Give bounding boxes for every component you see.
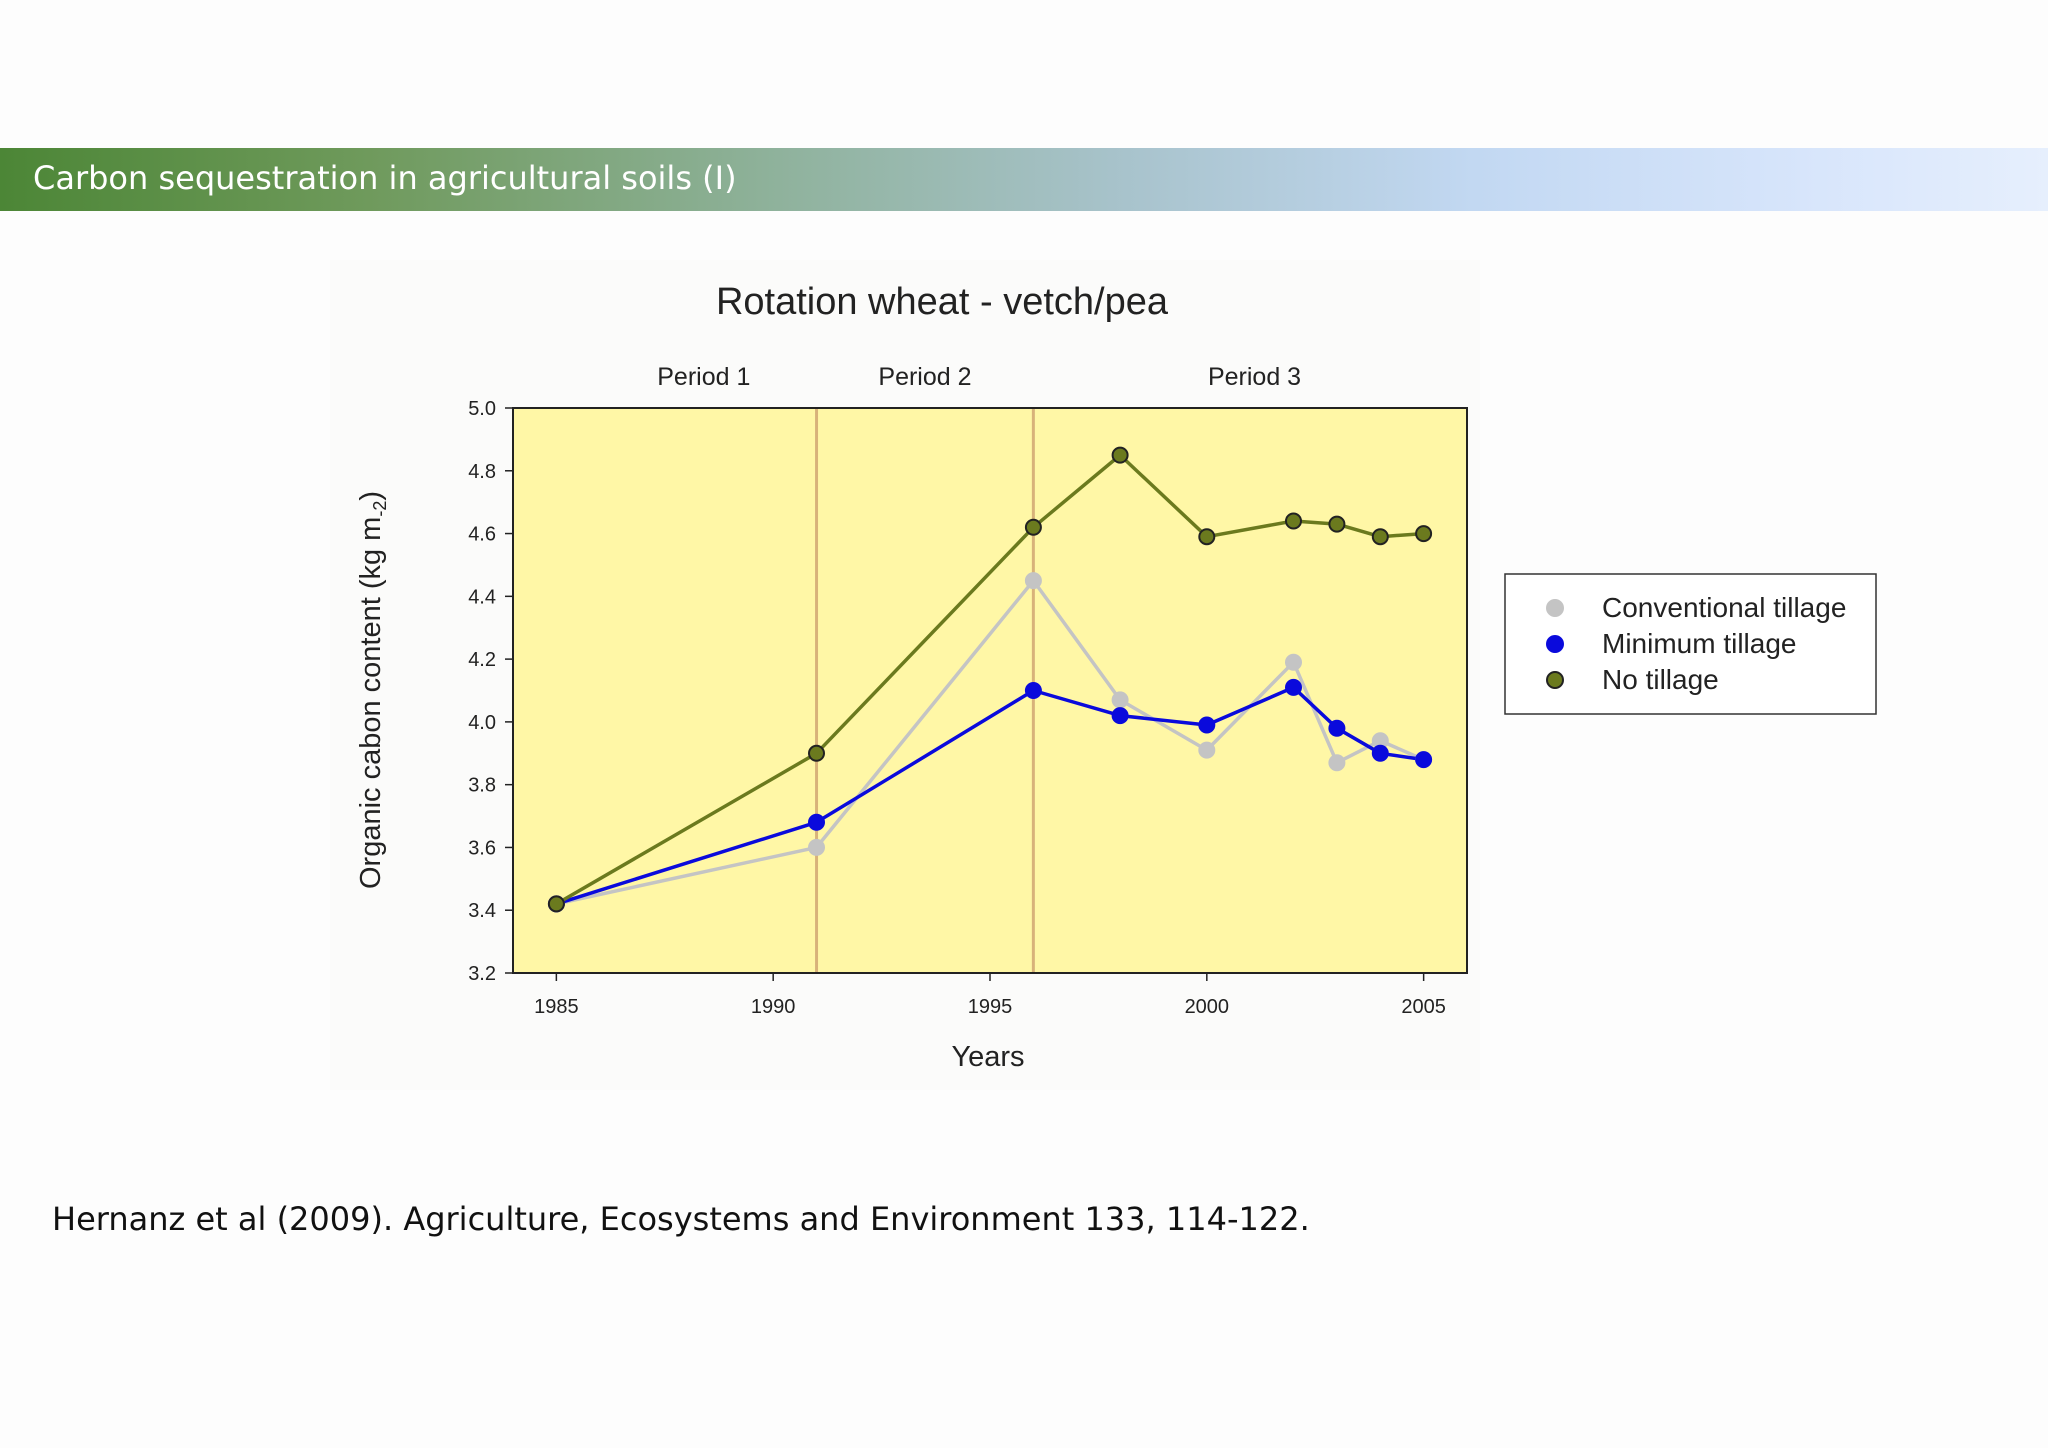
y-tick-label: 4.8 bbox=[468, 461, 496, 483]
y-axis-label-subscript: -2 bbox=[370, 501, 390, 517]
y-axis-label-close: ) bbox=[355, 491, 387, 501]
data-point bbox=[1371, 528, 1389, 546]
y-axis: 3.2 3.4 3.6 3.8 4.0 4.2 4.4 4.6 4.8 5.0 bbox=[468, 398, 513, 985]
x-tick-label: 1990 bbox=[751, 996, 796, 1018]
y-tick-label: 3.8 bbox=[468, 775, 496, 797]
data-point bbox=[1024, 682, 1042, 699]
x-tick-label: 2000 bbox=[1185, 996, 1230, 1018]
x-tick-label: 1995 bbox=[968, 996, 1013, 1018]
period-label: Period 2 bbox=[878, 363, 971, 391]
x-axis-label: Years bbox=[951, 1041, 1024, 1073]
data-point bbox=[1328, 515, 1346, 533]
data-point bbox=[547, 895, 565, 913]
data-point bbox=[1198, 741, 1216, 759]
x-tick-label: 2005 bbox=[1401, 996, 1446, 1018]
data-point bbox=[1198, 716, 1216, 734]
data-point bbox=[1328, 719, 1346, 737]
data-point bbox=[1328, 754, 1346, 772]
y-tick-label: 4.2 bbox=[468, 649, 496, 671]
data-point bbox=[1111, 691, 1129, 709]
data-point bbox=[1285, 678, 1302, 696]
period-labels: Period 1 Period 2 Period 3 bbox=[657, 363, 1301, 391]
legend-marker bbox=[1546, 671, 1564, 689]
data-point bbox=[1285, 512, 1302, 530]
data-point bbox=[1111, 446, 1129, 464]
plot-frame bbox=[512, 407, 1468, 974]
data-point bbox=[808, 838, 825, 856]
y-tick-label: 4.4 bbox=[468, 586, 496, 608]
data-point bbox=[1285, 653, 1302, 671]
chart-title: Rotation wheat - vetch/pea bbox=[716, 281, 1169, 323]
data-point bbox=[1111, 707, 1129, 725]
data-point bbox=[1024, 572, 1042, 590]
data-point bbox=[1415, 525, 1433, 543]
legend-label: Conventional tillage bbox=[1602, 592, 1846, 623]
plot-area bbox=[513, 408, 1467, 973]
y-tick-label: 3.2 bbox=[468, 963, 496, 985]
x-axis: 1985 1990 1995 2000 2005 bbox=[534, 973, 1446, 1018]
legend-marker bbox=[1546, 599, 1564, 617]
y-axis-label: Organic cabon content (kg m-2) bbox=[355, 491, 390, 889]
legend: Conventional tillage Minimum tillage No ti… bbox=[1504, 573, 1877, 715]
data-point bbox=[1371, 744, 1389, 762]
y-tick-label: 5.0 bbox=[468, 398, 496, 420]
legend-marker bbox=[1546, 635, 1564, 653]
period-label: Period 1 bbox=[657, 363, 750, 391]
y-tick-label: 3.4 bbox=[468, 900, 496, 922]
period-label: Period 3 bbox=[1208, 363, 1301, 391]
x-tick-label: 1985 bbox=[534, 996, 579, 1018]
title-bar: Carbon sequestration in agricultural soi… bbox=[0, 148, 2048, 211]
citation: Hernanz et al (2009). Agriculture, Ecosy… bbox=[52, 1200, 1310, 1238]
series-points bbox=[547, 446, 1433, 913]
data-point bbox=[1198, 528, 1216, 546]
y-axis-label-main: Organic cabon content (kg m bbox=[355, 517, 387, 889]
data-point bbox=[1415, 751, 1433, 769]
data-point bbox=[808, 813, 825, 831]
y-tick-label: 4.6 bbox=[468, 524, 496, 546]
legend-label: No tillage bbox=[1602, 664, 1719, 695]
data-point bbox=[808, 744, 825, 762]
legend-box bbox=[1504, 573, 1877, 715]
legend-label: Minimum tillage bbox=[1602, 628, 1797, 659]
data-point bbox=[1024, 518, 1042, 536]
y-tick-label: 4.0 bbox=[468, 712, 496, 734]
slide-title: Carbon sequestration in agricultural soi… bbox=[33, 159, 737, 197]
y-tick-label: 3.6 bbox=[468, 837, 496, 859]
